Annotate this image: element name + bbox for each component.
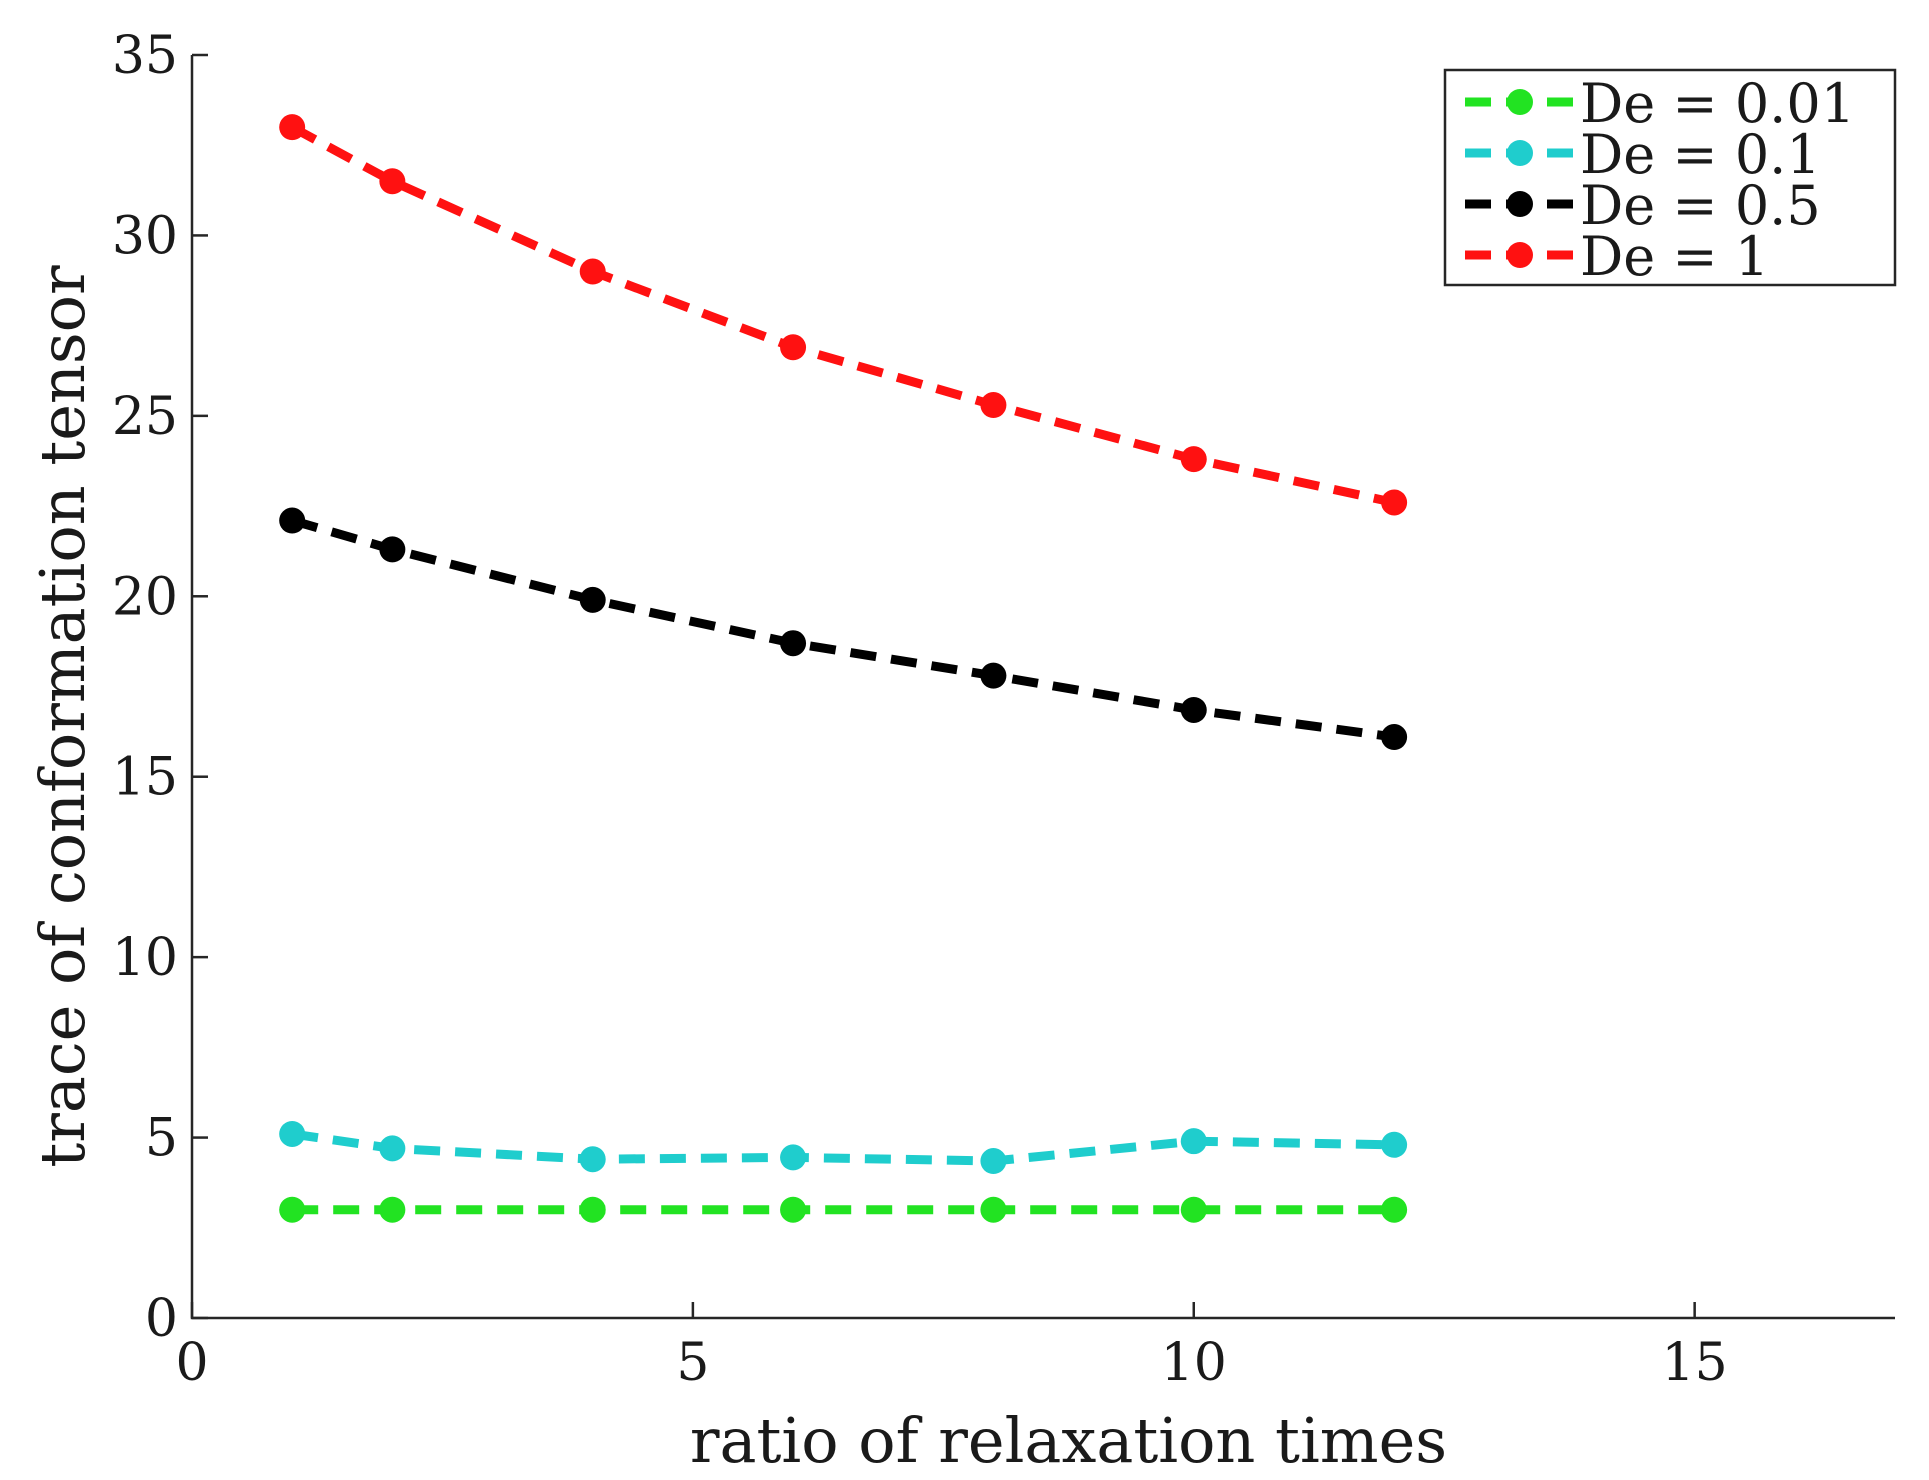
x-tick-label: 5 (676, 1333, 709, 1393)
series-layer (279, 114, 1408, 1223)
legend-label: De = 1 (1580, 225, 1769, 288)
y-tick-label: 20 (112, 567, 178, 627)
data-point (1381, 724, 1408, 751)
data-point (1180, 446, 1207, 473)
x-tick-label: 0 (175, 1333, 208, 1393)
series-3 (279, 114, 1408, 516)
data-point (1180, 1128, 1207, 1155)
data-point (1180, 696, 1207, 723)
legend-marker (1507, 89, 1533, 115)
data-point (279, 1196, 306, 1223)
series-2 (279, 507, 1408, 751)
data-point (279, 1120, 306, 1147)
data-point (279, 114, 306, 141)
y-tick-label: 10 (112, 928, 178, 988)
data-point (579, 258, 606, 285)
data-point (1381, 1131, 1408, 1158)
data-point (780, 1144, 807, 1171)
ticks-layer: 0 5 10 15 0 5 10 15 20 25 30 35 (112, 26, 1728, 1393)
legend-label: De = 0.01 (1580, 72, 1855, 135)
x-tick-label: 10 (1161, 1333, 1227, 1393)
legend-marker (1507, 140, 1533, 166)
x-axis-label: ratio of relaxation times (690, 1404, 1447, 1477)
data-point (980, 1196, 1007, 1223)
series-1 (279, 1120, 1408, 1175)
data-point (780, 334, 807, 361)
y-tick-label: 25 (112, 387, 178, 447)
legend-marker (1507, 242, 1533, 268)
data-point (379, 168, 406, 195)
legend-marker (1507, 191, 1533, 217)
series-line (290, 123, 1396, 507)
series-line (290, 516, 1395, 742)
legend-label: De = 0.1 (1580, 123, 1821, 186)
data-point (579, 1196, 606, 1223)
x-tick-label: 15 (1662, 1333, 1728, 1393)
legend-label: De = 0.5 (1580, 174, 1821, 237)
data-point (379, 1196, 406, 1223)
data-point (1381, 1196, 1408, 1223)
data-point (579, 586, 606, 613)
data-point (780, 1196, 807, 1223)
y-tick-label: 35 (112, 26, 178, 86)
y-tick-label: 5 (145, 1109, 178, 1169)
data-point (1180, 1196, 1207, 1223)
data-point (579, 1146, 606, 1173)
series-line (291, 1129, 1395, 1166)
data-point (279, 507, 306, 534)
y-tick-label: 30 (112, 206, 178, 266)
y-tick-label: 0 (145, 1289, 178, 1349)
data-point (780, 630, 807, 657)
data-point (1381, 489, 1408, 516)
series-0 (279, 1196, 1408, 1223)
data-point (980, 392, 1007, 419)
data-point (980, 1148, 1007, 1175)
y-axis-label: trace of conformation tensor (26, 265, 99, 1168)
data-point (980, 662, 1007, 689)
data-point (379, 1135, 406, 1162)
data-point (379, 536, 406, 563)
y-tick-label: 15 (112, 748, 178, 808)
